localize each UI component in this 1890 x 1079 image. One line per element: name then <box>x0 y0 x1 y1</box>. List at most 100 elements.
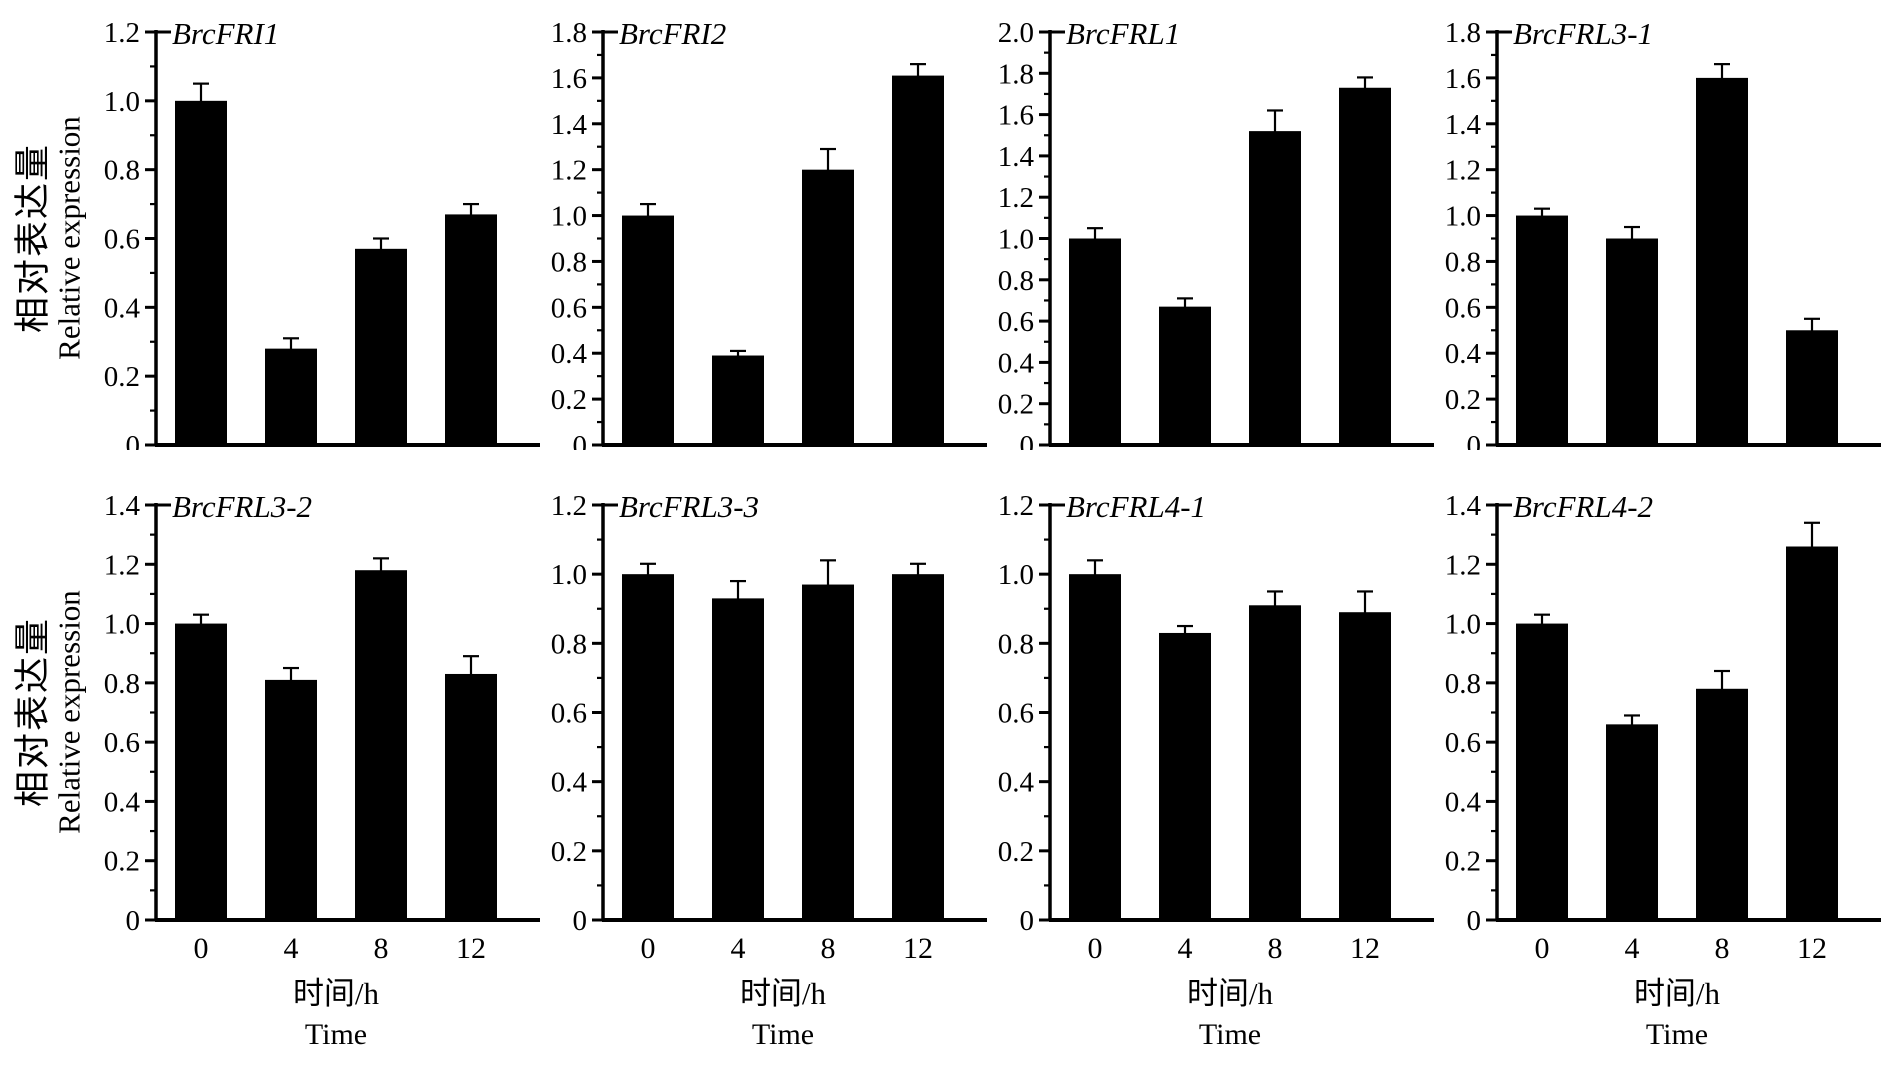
y-tick-label: 1.8 <box>998 58 1034 90</box>
y-tick-label: 0.6 <box>998 698 1034 730</box>
bar-12h <box>1339 612 1391 920</box>
panel-BrcFRL3-3: 0 0.2 0.4 0.6 0.8 1.0 1.2 BrcFRL3-3 0 4 8 12 时间/h Tim… <box>547 450 994 1079</box>
chart-title: BrcFRL3-2 <box>172 489 312 524</box>
y-tick-label: 1.4 <box>998 141 1035 173</box>
bar-chart-BrcFRI2: 0 0.2 0.4 0.6 0.8 1.0 1.2 1.4 1.6 1.8 BrcFRI2 <box>551 16 987 450</box>
y-tick-label: 0.4 <box>551 338 588 370</box>
bar-8h <box>1249 131 1301 445</box>
y-tick-label: 1.0 <box>104 609 140 641</box>
bar-12h <box>1786 546 1838 920</box>
y-axis-label-zh: 相对表达量 <box>12 616 53 808</box>
bar-0h <box>1069 238 1121 445</box>
x-tick-label: 0 <box>1535 932 1550 965</box>
bar-8h <box>802 169 854 445</box>
bar-chart-BrcFRL3-2: 0 0.2 0.4 0.6 0.8 1.0 1.2 1.4 BrcFRL3-2 0 4 8 12 时间/h… <box>104 489 540 1051</box>
x-axis-label-en: Time <box>752 1018 814 1051</box>
bar-12h <box>445 673 497 920</box>
bar-4h <box>1606 238 1658 445</box>
bar-4h <box>712 598 764 920</box>
y-tick-label: 0.8 <box>104 155 140 187</box>
y-tick-label: 0.4 <box>104 786 141 818</box>
chart-title: BrcFRI1 <box>172 16 279 51</box>
y-tick-label: 0 <box>1467 905 1482 937</box>
y-axis-label-en: Relative expression <box>51 116 87 360</box>
bar-4h <box>712 355 764 445</box>
x-tick-label: 8 <box>1268 932 1283 965</box>
chart-title: BrcFRL4-2 <box>1513 489 1653 524</box>
y-tick-label: 0 <box>1020 430 1035 450</box>
y-tick-label: 0.8 <box>1445 668 1481 700</box>
bar-0h <box>175 623 227 920</box>
y-tick-label: 0.2 <box>1445 384 1481 416</box>
y-tick-label: 1.4 <box>104 490 141 522</box>
x-tick-label: 0 <box>194 932 209 965</box>
y-tick-label: 1.2 <box>998 490 1034 522</box>
chart-title: BrcFRL3-1 <box>1513 16 1653 51</box>
panel-BrcFRL4-1: 0 0.2 0.4 0.6 0.8 1.0 1.2 BrcFRL4-1 0 4 8 12 时间/h Tim… <box>994 450 1441 1079</box>
y-tick-label: 1.8 <box>551 17 587 49</box>
panel-BrcFRI1: 0 0.2 0.4 0.6 0.8 1.0 1.2 BrcFRI1 <box>100 0 547 450</box>
x-tick-label: 12 <box>456 932 486 965</box>
y-tick-label: 1.4 <box>551 109 588 141</box>
panel-BrcFRL3-1: 0 0.2 0.4 0.6 0.8 1.0 1.2 1.4 1.6 1.8 BrcFRL3-1 <box>1441 0 1888 450</box>
y-tick-label: 1.2 <box>104 549 140 581</box>
y-tick-label: 0.2 <box>104 846 140 878</box>
y-tick-label: 0.6 <box>1445 292 1481 324</box>
y-tick-label: 0.4 <box>998 767 1035 799</box>
y-tick-label: 1.2 <box>998 182 1034 214</box>
y-tick-label: 1.0 <box>104 86 140 118</box>
x-axis-label-zh: 时间/h <box>1187 976 1274 1011</box>
y-tick-label: 0 <box>1020 905 1035 937</box>
x-tick-label: 4 <box>1625 932 1640 965</box>
bar-12h <box>1786 330 1838 445</box>
bar-4h <box>1159 306 1211 445</box>
y-tick-label: 0.2 <box>1445 846 1481 878</box>
y-tick-label: 1.6 <box>1445 63 1481 95</box>
y-tick-label: 0.8 <box>998 265 1034 297</box>
chart-title: BrcFRL3-3 <box>619 489 759 524</box>
bar-4h <box>265 348 317 445</box>
chart-title: BrcFRL4-1 <box>1066 489 1206 524</box>
chart-title: BrcFRL1 <box>1066 16 1180 51</box>
x-tick-label: 12 <box>1350 932 1380 965</box>
x-axis-label-zh: 时间/h <box>740 976 827 1011</box>
x-axis-label-en: Time <box>305 1018 367 1051</box>
y-axis-label-zh: 相对表达量 <box>12 142 53 334</box>
y-tick-label: 0.4 <box>104 292 141 324</box>
y-tick-label: 2.0 <box>998 17 1034 49</box>
bar-12h <box>892 574 944 920</box>
y-tick-label: 0.4 <box>998 347 1035 379</box>
chart-row-bottom: 相对表达量 Relative expression 0 0.2 0.4 0.6 0.8 1… <box>0 450 1890 1079</box>
bar-8h <box>1249 605 1301 920</box>
y-tick-label: 0.2 <box>551 836 587 868</box>
bar-8h <box>355 248 407 445</box>
bar-4h <box>265 679 317 920</box>
y-tick-label: 0 <box>573 430 588 450</box>
y-tick-label: 1.0 <box>1445 609 1481 641</box>
y-tick-label: 0.6 <box>104 727 140 759</box>
y-tick-label: 1.0 <box>998 224 1034 256</box>
bar-8h <box>802 584 854 920</box>
bar-0h <box>1516 623 1568 920</box>
y-tick-label: 0.8 <box>1445 246 1481 278</box>
x-axis-label-en: Time <box>1646 1018 1708 1051</box>
y-tick-label: 1.0 <box>1445 201 1481 233</box>
panel-BrcFRL4-2: 0 0.2 0.4 0.6 0.8 1.0 1.2 1.4 BrcFRL4-2 0 4 8 12 时间/h… <box>1441 450 1888 1079</box>
y-tick-label: 0.2 <box>998 389 1034 421</box>
y-tick-label: 0.8 <box>551 246 587 278</box>
y-tick-label: 0 <box>126 430 141 450</box>
x-tick-label: 12 <box>1797 932 1827 965</box>
x-tick-label: 0 <box>641 932 656 965</box>
x-tick-label: 0 <box>1088 932 1103 965</box>
y-tick-label: 1.4 <box>1445 490 1482 522</box>
y-tick-label: 0.8 <box>998 628 1034 660</box>
y-axis-label-en: Relative expression <box>51 590 87 834</box>
y-tick-label: 1.2 <box>551 155 587 187</box>
y-tick-label: 1.2 <box>1445 155 1481 187</box>
x-tick-label: 12 <box>903 932 933 965</box>
y-tick-label: 0 <box>126 905 141 937</box>
y-tick-label: 0.4 <box>551 767 588 799</box>
bar-12h <box>445 214 497 445</box>
chart-title: BrcFRI2 <box>619 16 726 51</box>
